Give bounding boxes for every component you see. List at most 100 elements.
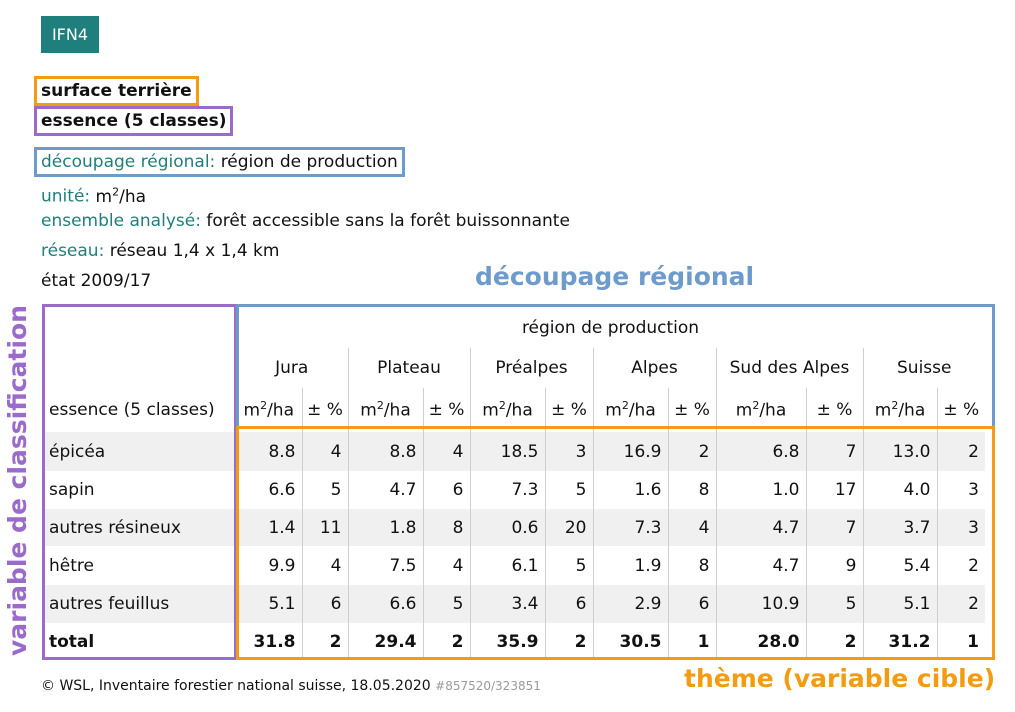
region-suisse: Suisse xyxy=(897,358,952,378)
table-row: autres résineux 1.4 11 1.8 8 0.6 20 7.3 4 4.7 7 3.7… xyxy=(44,509,985,546)
row-label: autres feuillus xyxy=(44,585,236,623)
classification-label: essence (5 classes) xyxy=(41,111,227,131)
unit-value: m2/ha xyxy=(95,185,147,207)
error-cell: 8 xyxy=(423,509,471,546)
unit-cell: m2/ha xyxy=(236,388,303,432)
region-header-row: Jura Plateau Préalpes Alpes Sud des Alpe… xyxy=(44,348,985,388)
value-cell: 1.9 xyxy=(593,546,669,585)
error-cell: 2 xyxy=(302,623,349,660)
pct-cell: ± % xyxy=(545,388,594,432)
value-cell: 6.1 xyxy=(470,546,546,585)
region-sud-des-alpes: Sud des Alpes xyxy=(716,348,864,388)
error-cell: 5 xyxy=(302,471,349,509)
region-plateau: Plateau xyxy=(348,348,471,388)
error-cell: 4 xyxy=(423,546,471,585)
value-cell: 1.0 xyxy=(716,471,807,509)
theme-frame xyxy=(236,426,995,660)
error-cell: 3 xyxy=(968,480,979,500)
annotation-theme: thème (variable cible) xyxy=(684,664,996,693)
reseau-line: réseau: réseau 1,4 x 1,4 km xyxy=(41,240,279,262)
error-cell: 4 xyxy=(423,432,471,471)
unit-cell: m2/ha xyxy=(863,388,938,432)
error-cell: 2 xyxy=(937,585,985,623)
error-cell: 20 xyxy=(545,509,594,546)
error-cell: 2 xyxy=(806,623,864,660)
table-row: total 31.8 2 29.4 2 35.9 2 30.5 1 28.0 2 31.2 1 xyxy=(44,623,985,660)
error-cell: 2 xyxy=(937,432,985,471)
value-cell: 28.0 xyxy=(716,623,807,660)
error-cell: 5 xyxy=(545,546,594,585)
value-cell: 5.1 xyxy=(236,585,303,623)
error-cell: 3 xyxy=(545,432,594,471)
ensemble-line: ensemble analysé: forêt accessible sans … xyxy=(41,210,570,232)
regional-frame xyxy=(236,304,995,429)
error-cell: 1 xyxy=(668,623,717,660)
pct-cell: ± % xyxy=(302,388,349,432)
error-cell: 9 xyxy=(806,546,864,585)
value-cell: 13.0 xyxy=(863,432,938,471)
unit-cell: m2/ha xyxy=(470,388,546,432)
table-row: autres feuillus 5.1 6 6.6 5 3.4 6 2.9 6 10.9 5 5.1 2 xyxy=(44,585,985,623)
error-cell: 5 xyxy=(423,585,471,623)
value-cell: 7.3 xyxy=(593,509,669,546)
value-cell: 1.4 xyxy=(236,509,303,546)
error-cell: 4 xyxy=(668,509,717,546)
unit-cell: m2/ha xyxy=(716,388,807,432)
row-label: sapin xyxy=(49,480,95,500)
value-cell: 3.7 xyxy=(863,509,938,546)
pct-cell: ± % xyxy=(943,400,980,420)
value-cell: 8.8 xyxy=(348,432,424,471)
value-cell: 1.6 xyxy=(593,471,669,509)
error-cell: 11 xyxy=(302,509,349,546)
error-cell: 3 xyxy=(937,509,985,546)
value-cell: 18.5 xyxy=(470,432,546,471)
row-label: hêtre xyxy=(49,555,94,576)
table-row: épicéa 8.8 4 8.8 4 18.5 3 16.9 2 6.8 7 13.0 2 xyxy=(44,432,985,471)
value-cell: 8.8 xyxy=(236,432,303,471)
region-value: région de production xyxy=(220,152,398,172)
footer: © WSL, Inventaire forestier national sui… xyxy=(41,678,541,694)
row-label: épicéa xyxy=(44,432,236,471)
region-alpes: Alpes xyxy=(593,348,717,388)
classification-frame xyxy=(42,304,237,660)
value-cell: 16.9 xyxy=(593,432,669,471)
value-cell: 3.4 xyxy=(470,585,546,623)
region-prealpes: Préalpes xyxy=(470,348,594,388)
unit-key: unité: xyxy=(41,186,91,207)
value-cell: 31.8 xyxy=(236,623,303,660)
value-cell: 6.6 xyxy=(348,585,424,623)
value-cell: 4.7 xyxy=(348,471,424,509)
pct-cell: ± % xyxy=(668,388,717,432)
error-cell: 5 xyxy=(545,471,594,509)
topic-label: surface terrière xyxy=(41,81,192,101)
error-cell: 2 xyxy=(545,623,594,660)
etat-line: état 2009/17 xyxy=(41,271,152,291)
value-cell: 5.4 xyxy=(863,546,938,585)
value-cell: 6.8 xyxy=(716,432,807,471)
error-cell: 4 xyxy=(302,546,349,585)
group-header-row: région de production xyxy=(44,307,985,348)
annotation-regional: découpage régional xyxy=(475,262,755,291)
region-key: découpage régional: xyxy=(41,152,216,172)
error-cell: 1 xyxy=(967,631,979,652)
value-cell: 2.9 xyxy=(593,585,669,623)
table-row: sapin 6.6 5 4.7 6 7.3 5 1.6 8 1.0 17 4.0 3 xyxy=(44,471,985,509)
pct-cell: ± % xyxy=(423,388,471,432)
region-box: découpage régional: région de production xyxy=(34,147,405,177)
unit-cell: m2/ha xyxy=(348,388,424,432)
value-cell: 6.6 xyxy=(236,471,303,509)
topic-box: surface terrière xyxy=(34,76,199,106)
ensemble-value: forêt accessible sans la forêt buissonna… xyxy=(206,211,570,231)
table-row: hêtre 9.9 4 7.5 4 6.1 5 1.9 8 4.7 9 5.4 2 xyxy=(44,546,985,585)
value-cell: 4.7 xyxy=(716,546,807,585)
footer-id: #857520/323851 xyxy=(435,679,541,693)
value-cell: 10.9 xyxy=(716,585,807,623)
reseau-value: réseau 1,4 x 1,4 km xyxy=(109,241,280,261)
pct-cell: ± % xyxy=(806,388,864,432)
error-cell: 7 xyxy=(806,432,864,471)
error-cell: 2 xyxy=(668,432,717,471)
data-table: région de production Jura Plateau Préalp… xyxy=(44,307,985,660)
error-cell: 6 xyxy=(302,585,349,623)
value-cell: 9.9 xyxy=(236,546,303,585)
value-cell: 29.4 xyxy=(348,623,424,660)
